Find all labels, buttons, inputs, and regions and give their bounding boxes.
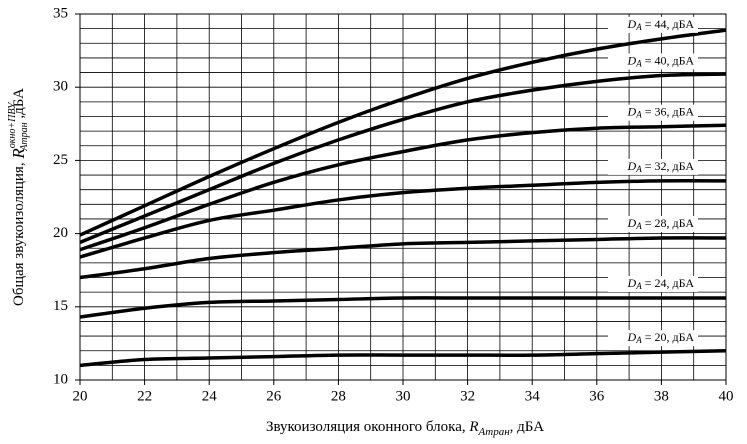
y-tick-label: 35 <box>53 5 68 21</box>
curve-label-symbol: D <box>627 53 637 67</box>
curve-label-subscript: A <box>635 281 642 291</box>
curve-label-subscript: A <box>635 335 642 345</box>
curve <box>79 348 727 368</box>
y-label-unit: ,дБА <box>11 88 27 123</box>
x-tick-label: 26 <box>266 388 282 404</box>
curve-label-subscript: A <box>635 59 642 69</box>
curve-label-symbol: D <box>627 159 637 173</box>
legend-bg <box>608 16 698 33</box>
curve-label: DA = 28, дБА <box>627 216 695 231</box>
curve-label-name: = 28, дБА <box>642 216 695 230</box>
curve-label-subscript: A <box>635 164 642 174</box>
y-label-symbol: R <box>9 148 28 160</box>
legend-bg <box>608 330 698 347</box>
x-tick-label: 34 <box>525 388 541 404</box>
y-tick-label: 30 <box>53 79 68 95</box>
x-label-unit: , дБА <box>510 419 545 435</box>
curve-label: DA = 44, дБА <box>627 17 695 32</box>
curve <box>79 123 727 252</box>
legend-bg <box>608 276 698 293</box>
curve <box>79 179 727 259</box>
curve-label-symbol: D <box>627 104 637 118</box>
x-label-symbol: R <box>468 419 478 435</box>
curve-label-subscript: A <box>635 221 642 231</box>
x-tick-label: 36 <box>589 388 605 404</box>
x-label-text: Звукоизоляция оконного блока, <box>266 419 469 435</box>
x-tick-label: 40 <box>719 388 734 404</box>
curve-label-symbol: D <box>627 330 637 344</box>
curve-label: DA = 36, дБА <box>627 104 695 119</box>
x-tick-label: 38 <box>654 388 669 404</box>
y-tick-label: 25 <box>53 152 68 168</box>
x-tick-label: 20 <box>73 388 88 404</box>
curve-label-name: = 20, дБА <box>642 330 695 344</box>
legend-bg <box>608 215 698 232</box>
curve-label-subscript: A <box>635 110 642 120</box>
curve <box>79 72 727 245</box>
x-tick-label: 32 <box>460 388 475 404</box>
curve-label-symbol: D <box>627 17 637 31</box>
curve-label: DA = 24, дБА <box>627 276 695 291</box>
x-label-subscript: Aтран <box>478 426 511 438</box>
x-tick-label: 28 <box>331 388 346 404</box>
curve <box>79 236 727 280</box>
y-label-text: Общая звукоизоляция, <box>11 159 27 306</box>
curve-label-subscript: A <box>635 22 642 32</box>
curve-label-name: = 36, дБА <box>642 104 695 118</box>
y-tick-label: 10 <box>53 371 68 387</box>
x-tick-label: 22 <box>137 388 152 404</box>
curve-label-symbol: D <box>627 216 637 230</box>
y-label-superscript: окно+ПВУ <box>7 101 18 148</box>
curve-label: DA = 20, дБА <box>627 330 695 345</box>
curve-label-name: = 40, дБА <box>642 53 695 67</box>
plot-frame <box>79 13 727 381</box>
legend-bg <box>608 53 698 70</box>
y-axis-label: Общая звукоизоляция, Rокно+ПВУAтран ,дБА <box>7 88 30 306</box>
x-tick-label: 30 <box>396 388 411 404</box>
y-label-subscript: Aтран <box>19 122 30 151</box>
legend-bg <box>608 104 698 121</box>
x-tick-label: 24 <box>202 388 218 404</box>
curve-label: DA = 32, дБА <box>627 159 695 174</box>
curve <box>79 28 727 237</box>
x-axis-label: Звукоизоляция оконного блока, RAтран, дБ… <box>266 419 544 437</box>
curve-label-name: = 24, дБА <box>642 276 695 290</box>
curve <box>79 296 726 319</box>
curve-label-name: = 32, дБА <box>642 159 695 173</box>
curve-label-name: = 44, дБА <box>642 17 695 31</box>
curve-label: DA = 40, дБА <box>627 53 695 68</box>
y-tick-label: 15 <box>53 298 68 314</box>
legend-bg <box>608 158 698 175</box>
y-tick-label: 20 <box>53 225 68 241</box>
curve-label-symbol: D <box>627 276 637 290</box>
